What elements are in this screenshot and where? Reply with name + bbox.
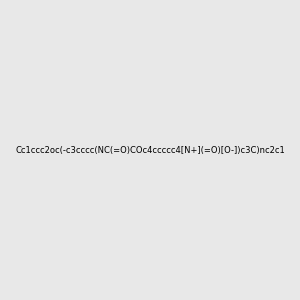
Text: Cc1ccc2oc(-c3cccc(NC(=O)COc4ccccc4[N+](=O)[O-])c3C)nc2c1: Cc1ccc2oc(-c3cccc(NC(=O)COc4ccccc4[N+](=… (15, 146, 285, 154)
